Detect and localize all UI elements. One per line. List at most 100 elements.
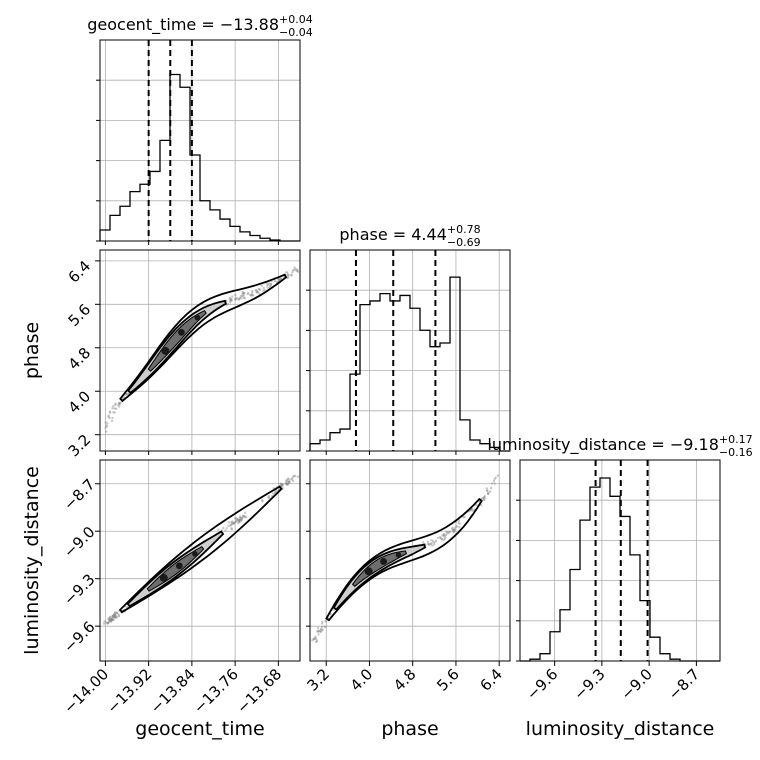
sample-point — [107, 414, 110, 417]
sample-point — [269, 282, 273, 286]
sample-point — [241, 292, 245, 295]
sample-point — [282, 483, 285, 486]
density-peak — [159, 573, 168, 582]
sample-point — [462, 516, 465, 519]
sample-point — [483, 495, 487, 498]
sample-point — [113, 411, 116, 414]
sample-point — [106, 622, 109, 625]
axes-frame — [99, 249, 301, 452]
sample-point — [284, 482, 288, 485]
sample-point — [285, 479, 289, 483]
sample-point — [280, 483, 284, 486]
ytick-label-luminosity_distance: −9.6 — [60, 618, 98, 656]
axes-frame — [309, 459, 511, 662]
title-minus: −0.69 — [447, 236, 481, 249]
sample-point — [257, 287, 261, 291]
sample-point — [296, 475, 300, 478]
sample-point — [429, 543, 433, 546]
sample-point — [486, 492, 490, 496]
sample-point — [289, 274, 293, 277]
sample-point — [316, 630, 320, 633]
xtick-label-phase: 3.2 — [303, 665, 333, 695]
sample-point — [293, 266, 296, 269]
sample-point — [294, 267, 297, 271]
sample-point — [441, 534, 444, 537]
sample-point — [232, 521, 236, 525]
sample-point — [114, 616, 118, 619]
xtick-label-luminosity_distance: −9.0 — [617, 665, 655, 703]
sample-point — [240, 516, 243, 520]
sample-point — [451, 529, 455, 532]
sample-point — [303, 264, 305, 266]
sample-point — [285, 270, 288, 274]
panel-title-phase: phase = 4.44+0.78 — [339, 223, 480, 244]
sample-point — [233, 297, 237, 301]
sample-point — [287, 477, 290, 480]
xaxis-label-geocent_time: geocent_time — [135, 718, 264, 740]
sample-point — [279, 482, 282, 485]
sample-point — [280, 483, 283, 486]
sample-point — [311, 639, 314, 642]
contour-inner — [147, 310, 207, 372]
sample-point — [490, 482, 494, 485]
sample-point — [109, 620, 113, 624]
sample-point — [442, 534, 446, 538]
xtick-label-phase: 5.6 — [433, 665, 463, 695]
sample-point — [230, 521, 234, 525]
xtick-label-geocent_time: −13.76 — [190, 665, 242, 717]
sample-point — [290, 478, 294, 481]
xtick-label-phase: 4.0 — [347, 665, 377, 695]
sample-point — [447, 532, 450, 535]
yaxis-label-luminosity_distance: luminosity_distance — [21, 466, 43, 655]
sample-point — [451, 528, 455, 532]
sample-point — [312, 638, 316, 641]
sample-point — [108, 620, 111, 623]
sample-point — [241, 290, 244, 294]
sample-point — [109, 617, 112, 621]
sample-point — [239, 518, 243, 522]
sample-point — [237, 518, 240, 522]
sample-point — [280, 482, 283, 485]
sample-point — [113, 616, 116, 619]
sample-point — [443, 537, 446, 540]
hist-panel-phase: phase = 4.44+0.78−0.69 — [306, 223, 511, 452]
sample-point — [452, 528, 456, 531]
sample-point — [444, 534, 447, 537]
sample-point — [111, 406, 114, 410]
sample-point — [120, 401, 123, 404]
sample-point — [112, 615, 115, 618]
sample-point — [240, 518, 244, 522]
sample-point — [238, 297, 241, 300]
sample-point — [279, 277, 282, 281]
contour-outer — [119, 273, 288, 403]
xtick-label-luminosity_distance: −9.3 — [570, 665, 608, 703]
sample-point — [242, 296, 245, 300]
sample-point — [319, 627, 323, 631]
sample-point — [262, 286, 265, 290]
sample-point — [234, 520, 238, 523]
sample-point — [230, 528, 234, 531]
sample-point — [453, 528, 457, 532]
sample-point — [238, 297, 241, 301]
sample-point — [457, 519, 461, 522]
sample-point — [224, 529, 227, 532]
sample-point — [442, 532, 446, 536]
sample-point — [112, 613, 116, 617]
sample-point — [275, 490, 278, 493]
sample-point — [279, 277, 283, 281]
sample-point — [433, 542, 436, 546]
sample-point — [114, 615, 117, 618]
sample-point — [288, 479, 291, 482]
title-text: geocent_time = −13.88 — [87, 15, 279, 35]
sample-point — [431, 544, 434, 547]
ytick-label-luminosity_distance: −9.0 — [60, 523, 98, 561]
sample-point — [230, 297, 233, 301]
sample-point — [430, 538, 433, 542]
sample-point — [458, 525, 461, 529]
ytick-label-phase: 3.2 — [65, 431, 95, 461]
sample-point — [428, 542, 431, 546]
sample-point — [287, 480, 290, 484]
sample-point — [324, 620, 327, 623]
sample-point — [107, 618, 111, 622]
sample-point — [221, 526, 225, 530]
